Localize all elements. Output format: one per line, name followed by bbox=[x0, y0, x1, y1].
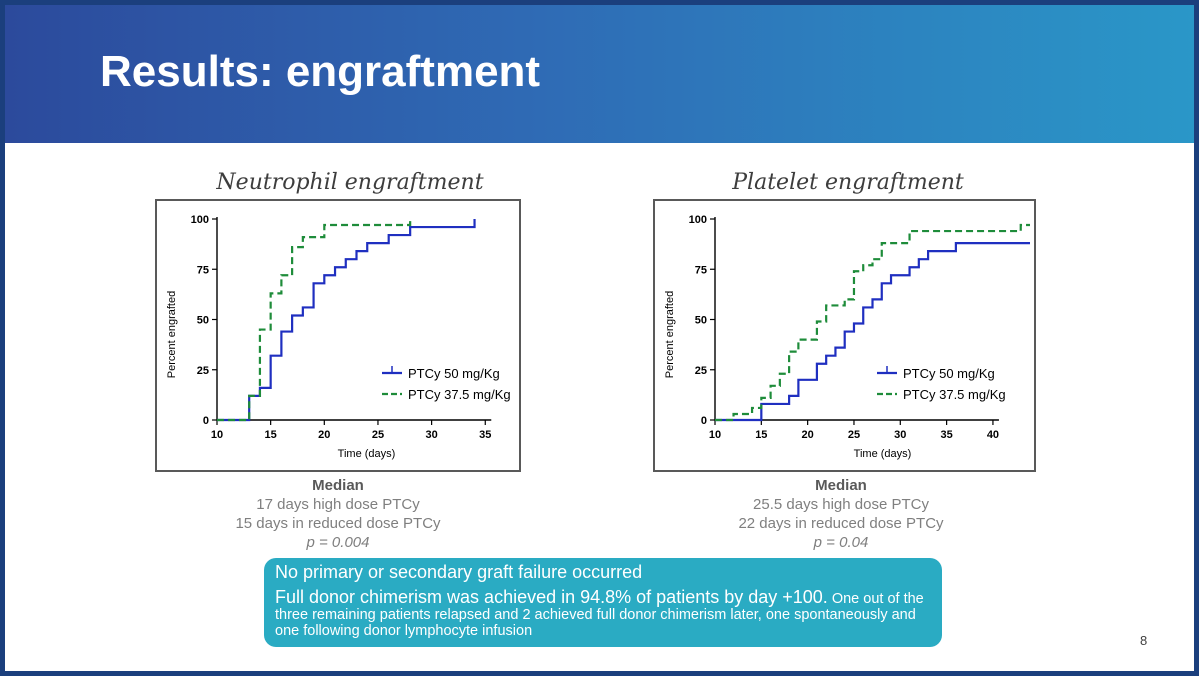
x-tick-label: 15 bbox=[265, 429, 277, 441]
slide-title: Results: engraftment bbox=[100, 47, 541, 96]
y-tick-label: 75 bbox=[197, 264, 209, 276]
legend-label: PTCy 50 mg/Kg bbox=[408, 366, 500, 381]
x-tick-label: 10 bbox=[709, 429, 721, 441]
neutrophil-median: Median 17 days high dose PTCy 15 days in… bbox=[173, 476, 503, 552]
y-axis-label: Percent engrafted bbox=[664, 291, 676, 378]
x-tick-label: 15 bbox=[755, 429, 767, 441]
platelet-chart-heading: Platelet engraftment bbox=[732, 170, 964, 195]
x-tick-label: 10 bbox=[211, 429, 223, 441]
x-tick-label: 20 bbox=[318, 429, 330, 441]
x-axis-label: Time (days) bbox=[854, 448, 912, 460]
chimerism-detail: One out of the three remaining patients … bbox=[275, 591, 924, 639]
y-tick-label: 50 bbox=[695, 315, 707, 327]
legend-label: PTCy 50 mg/Kg bbox=[903, 366, 995, 381]
graft-failure-note: No primary or secondary graft failure oc… bbox=[275, 562, 643, 582]
page-number: 8 bbox=[1140, 633, 1148, 648]
median-label: Median bbox=[312, 477, 364, 494]
neutrophil-chart-svg: 0 25 50 75 100 10 15 20 25 30 35 Time (days) Percent… bbox=[166, 214, 511, 460]
legend-label: PTCy 37.5 mg/Kg bbox=[903, 387, 1006, 402]
conclusion-box: No primary or secondary graft failure oc… bbox=[264, 558, 942, 647]
x-tick-label: 25 bbox=[372, 429, 384, 441]
y-tick-label: 100 bbox=[689, 214, 707, 226]
y-tick-label: 25 bbox=[197, 365, 209, 377]
platelet-median: Median 25.5 days high dose PTCy 22 days … bbox=[676, 476, 1006, 552]
median-high-dose: 17 days high dose PTCy bbox=[256, 496, 420, 513]
x-tick-label: 35 bbox=[940, 429, 952, 441]
title-banner: Results: engraftment bbox=[5, 5, 1194, 143]
median-reduced-dose: 22 days in reduced dose PTCy bbox=[738, 515, 944, 532]
x-tick-label: 25 bbox=[848, 429, 860, 441]
y-tick-label: 25 bbox=[695, 365, 707, 377]
platelet-chart: 0 25 50 75 100 10 15 20 25 30 35 40 Time (days) Perce… bbox=[653, 199, 1036, 472]
y-tick-label: 50 bbox=[197, 315, 209, 327]
series-line-ptcy-50 bbox=[217, 219, 476, 422]
x-tick-label: 35 bbox=[479, 429, 491, 441]
x-tick-label: 40 bbox=[987, 429, 999, 441]
neutrophil-chart-heading: Neutrophil engraftment bbox=[216, 170, 484, 195]
p-value: p = 0.004 bbox=[306, 534, 370, 551]
series-line-ptcy-37-5 bbox=[715, 223, 1030, 422]
legend-label: PTCy 37.5 mg/Kg bbox=[408, 387, 511, 402]
series-line-ptcy-50 bbox=[715, 242, 1030, 422]
x-axis-label: Time (days) bbox=[338, 448, 396, 460]
x-tick-label: 30 bbox=[894, 429, 906, 441]
median-reduced-dose: 15 days in reduced dose PTCy bbox=[235, 515, 441, 532]
y-tick-label: 0 bbox=[203, 415, 209, 427]
y-tick-label: 75 bbox=[695, 264, 707, 276]
p-value: p = 0.04 bbox=[813, 534, 869, 551]
x-tick-label: 30 bbox=[425, 429, 437, 441]
y-tick-label: 0 bbox=[701, 415, 707, 427]
y-tick-label: 100 bbox=[191, 214, 209, 226]
slide: Results: engraftment Neutrophil engraftm… bbox=[5, 5, 1194, 671]
chimerism-note: Full donor chimerism was achieved in 94.… bbox=[275, 587, 932, 639]
median-high-dose: 25.5 days high dose PTCy bbox=[753, 496, 929, 513]
x-tick-label: 20 bbox=[802, 429, 814, 441]
platelet-chart-svg: 0 25 50 75 100 10 15 20 25 30 35 40 Time (days) Perce… bbox=[664, 214, 1030, 460]
y-axis-label: Percent engrafted bbox=[166, 291, 178, 378]
median-label: Median bbox=[815, 477, 867, 494]
chimerism-lead: Full donor chimerism was achieved in 94.… bbox=[275, 587, 828, 607]
series-line-ptcy-37-5 bbox=[217, 219, 412, 422]
neutrophil-chart: 0 25 50 75 100 10 15 20 25 30 35 Time (days) Percent… bbox=[155, 199, 521, 472]
